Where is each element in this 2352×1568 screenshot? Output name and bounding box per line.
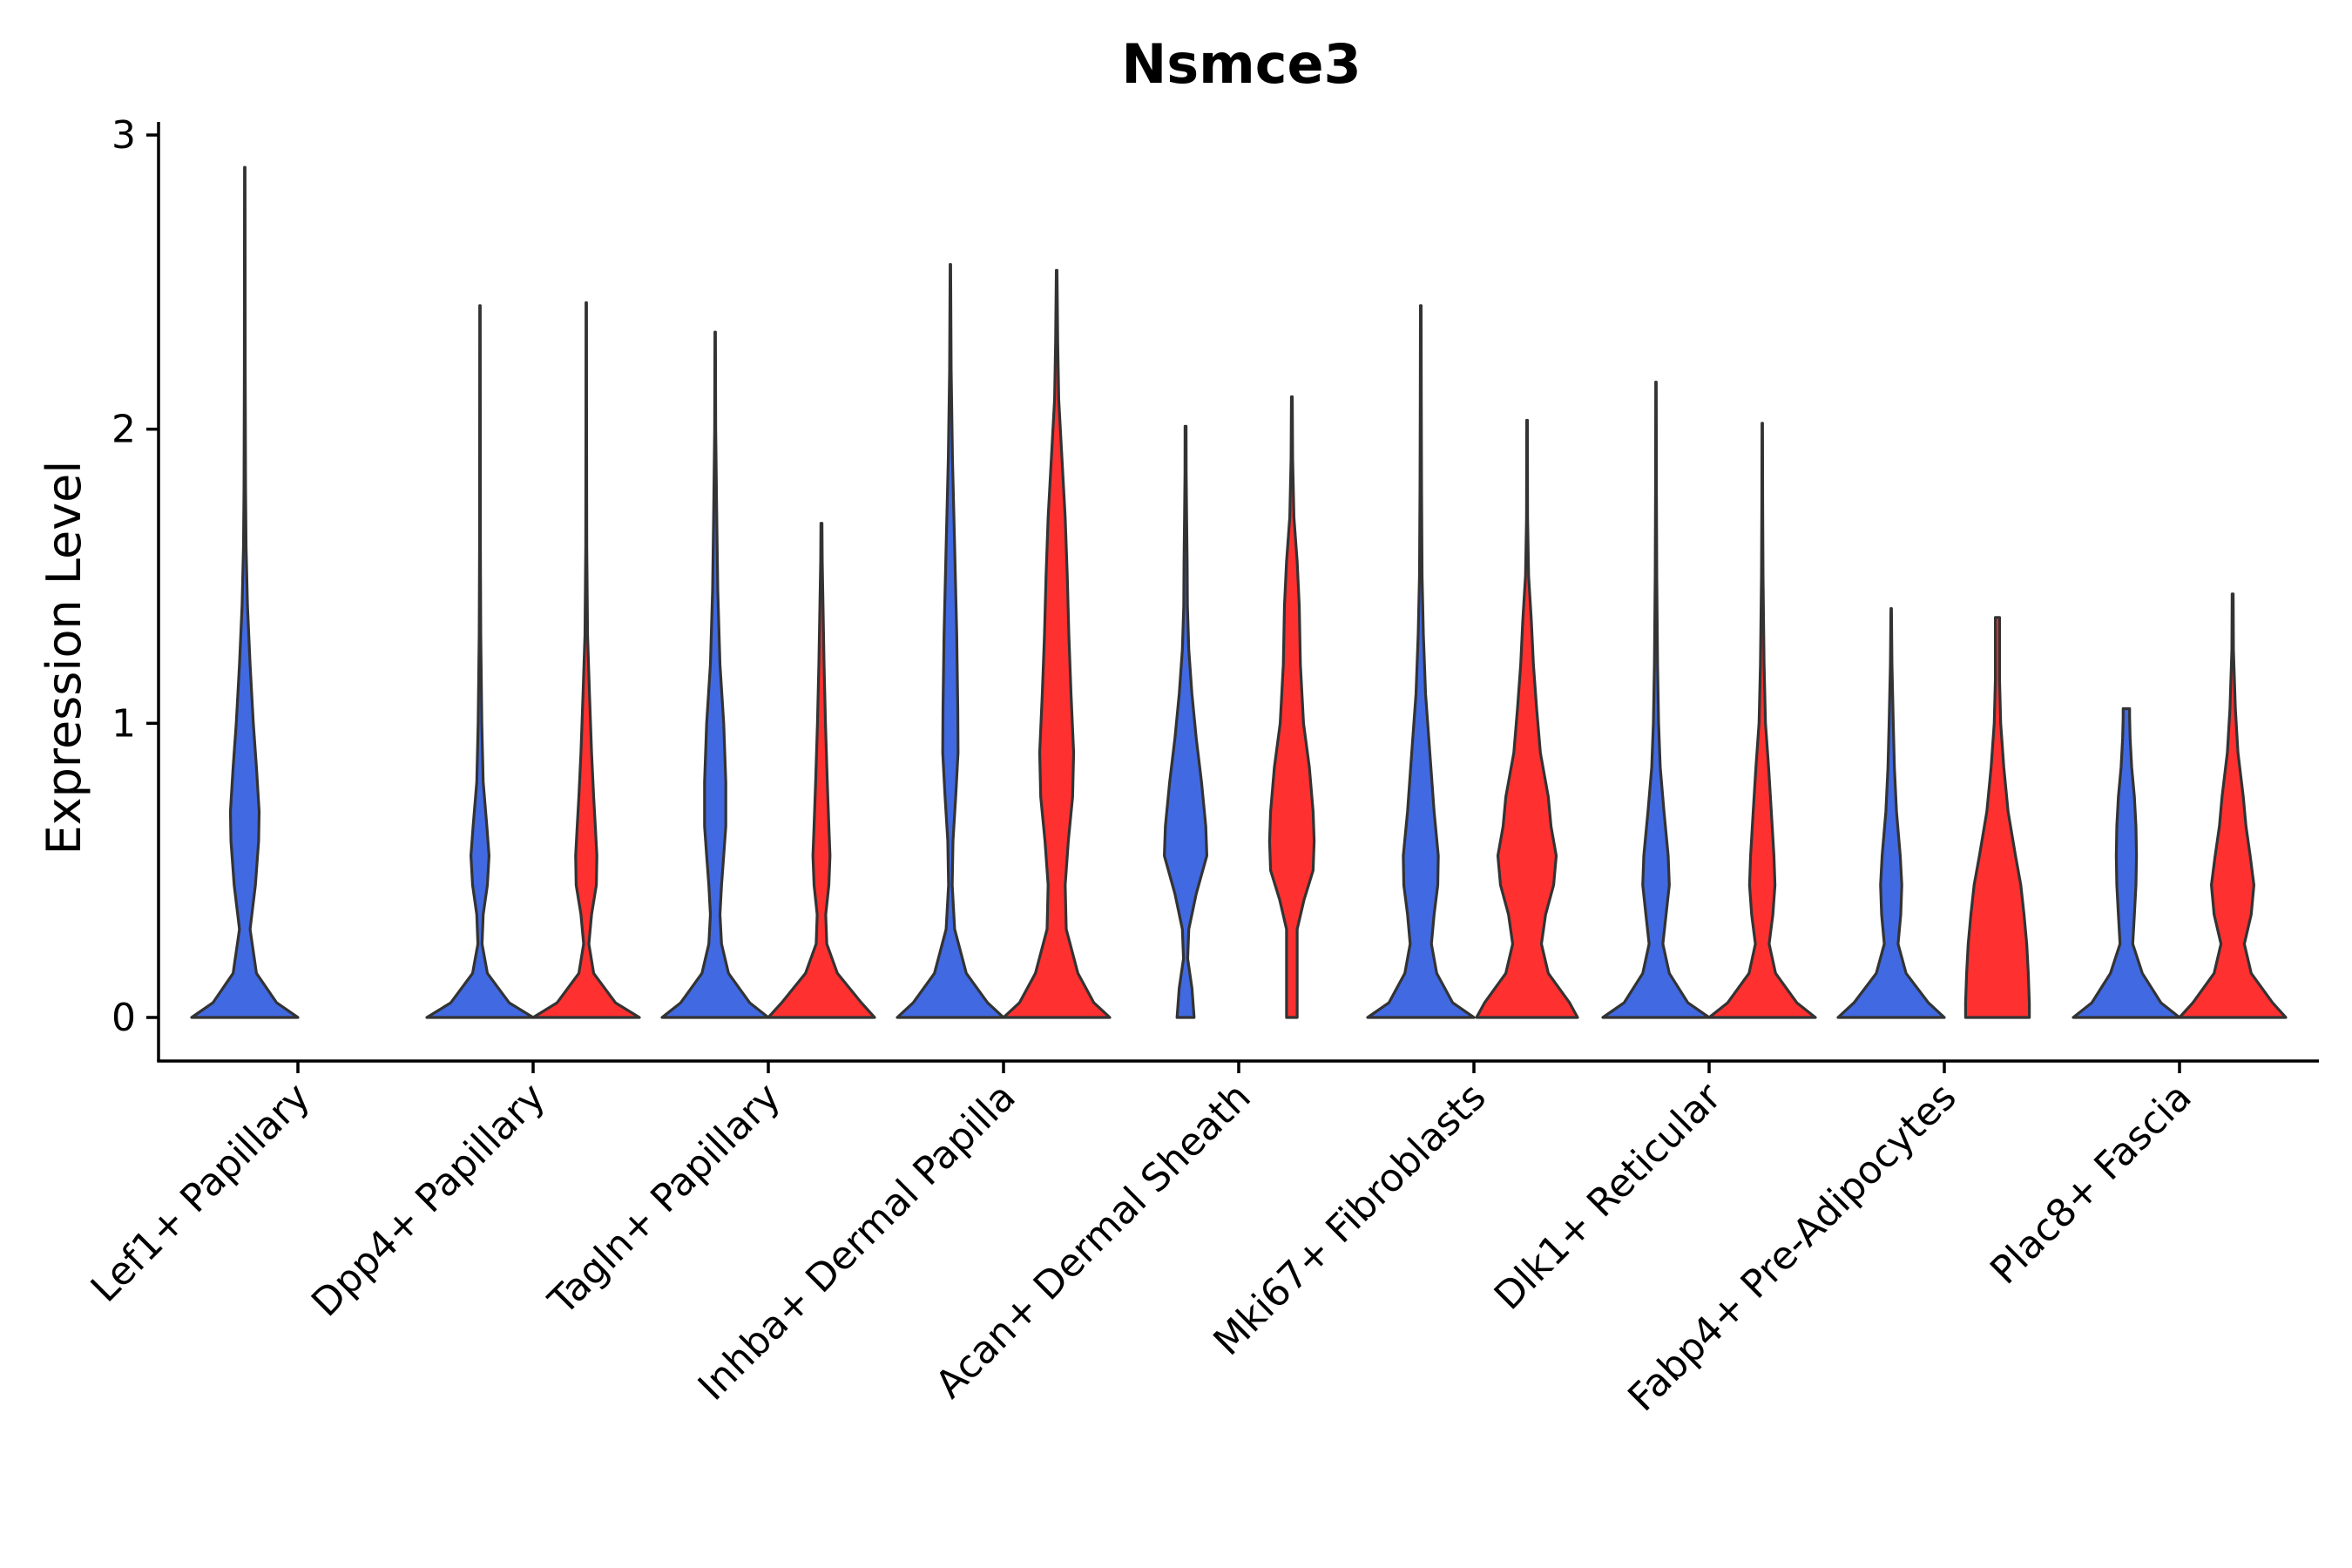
violin-blue-8: [2072, 706, 2181, 1019]
violin-blue-4: [1163, 424, 1208, 1019]
x-category-label: Mki67+ Fibroblasts: [1205, 1075, 1494, 1364]
x-category-label: Plac8+ Fascia: [1982, 1075, 2200, 1294]
x-category-label: Lef1+ Papillary: [83, 1075, 319, 1311]
violin-red-2: [767, 522, 876, 1019]
chart-title: Nsmce3: [1121, 32, 1361, 96]
violin-red-5: [1475, 418, 1579, 1019]
violin-blue-6: [1601, 381, 1711, 1019]
x-category-label: Dlk1+ Reticular: [1486, 1074, 1731, 1319]
violin-red-1: [531, 301, 641, 1019]
violin-red-3: [1002, 268, 1112, 1019]
y-axis-label: Expression Level: [37, 461, 91, 855]
violin-blue-5: [1366, 304, 1476, 1019]
y-axis-ticks: 0 1 2 3: [112, 113, 159, 1040]
violin-blue-2: [660, 330, 770, 1019]
violin-blue-3: [896, 263, 1005, 1019]
violin-blue-7: [1836, 607, 1946, 1019]
violin-red-4: [1267, 395, 1316, 1019]
violin-red-7: [1963, 616, 2031, 1019]
y-tick-label: 3: [112, 113, 136, 158]
violin-blue-1: [425, 304, 535, 1019]
x-category-label: Tagln+ Papillary: [540, 1075, 789, 1324]
violin-red-6: [1707, 422, 1817, 1019]
violin-blue-0: [190, 166, 300, 1019]
y-tick-label: 2: [112, 408, 136, 452]
y-tick-label: 0: [112, 996, 136, 1040]
y-tick-label: 1: [112, 701, 136, 746]
x-category-label: Dpp4+ Papillary: [303, 1075, 554, 1326]
violin-red-8: [2178, 592, 2288, 1019]
violin-layer: [190, 166, 2288, 1019]
